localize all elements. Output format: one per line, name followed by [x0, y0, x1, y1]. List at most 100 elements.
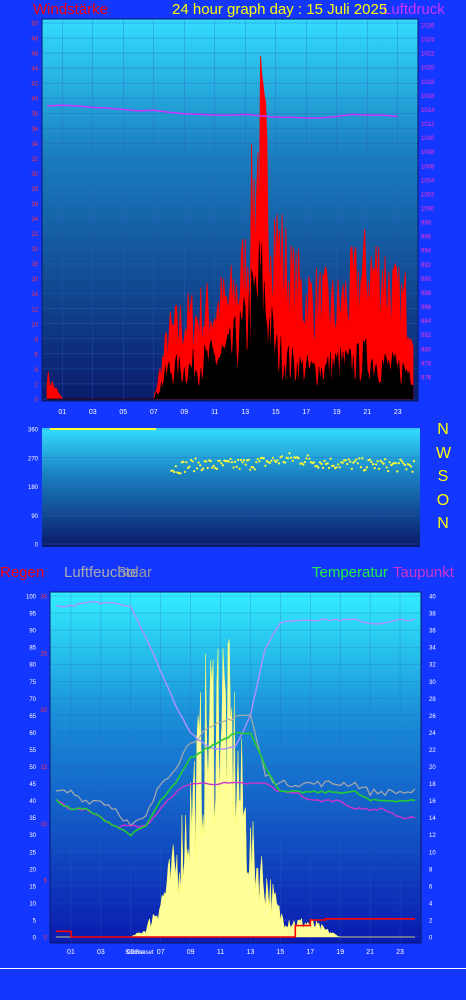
direction-point	[243, 459, 246, 462]
wind-y-tick-label: 50	[31, 22, 38, 28]
wind-y-tick-label: 48	[31, 37, 38, 43]
compass-w: W	[436, 444, 452, 462]
direction-point	[372, 463, 375, 466]
direction-point	[352, 461, 355, 464]
direction-y-tick-label: 90	[31, 514, 38, 520]
rain-y-tick-label: 15	[40, 765, 47, 771]
direction-point	[409, 465, 413, 468]
wind-plot-frame	[41, 18, 419, 402]
direction-point	[291, 459, 294, 462]
wind-y-tick-label: 10	[31, 322, 38, 328]
direction-point	[256, 457, 259, 461]
direction-point	[217, 459, 220, 462]
pressure-series	[46, 104, 398, 119]
direction-y-tick-label: 0	[35, 543, 39, 549]
direction-point	[358, 457, 361, 460]
direction-point	[350, 467, 353, 470]
direction-point	[388, 461, 391, 464]
rain-y-tick-label: 20	[40, 708, 47, 714]
direction-point	[378, 467, 381, 470]
temperature-y-tick-label: 24	[429, 731, 436, 737]
pressure-y-tick-label: 994	[421, 249, 432, 255]
humidity-y-tick-label: 85	[29, 646, 36, 652]
wind-y-tick-label: 34	[31, 142, 38, 148]
temperature-y-tick-label: 32	[429, 663, 436, 669]
humidity-y-tick-label: 35	[29, 816, 36, 822]
humidity-y-tick-label: 55	[29, 748, 36, 754]
wind-average-series	[47, 241, 414, 400]
temperature-y-tick-label: 0	[429, 936, 433, 942]
direction-point	[212, 464, 215, 467]
humidity-y-tick-label: 10	[29, 901, 36, 907]
wind-x-tick-label: 13	[241, 409, 249, 416]
wind-y-tick-label: 22	[31, 232, 38, 238]
direction-point	[403, 463, 406, 466]
wind-y-tick-label: 18	[31, 262, 38, 268]
wind-y-tick-label: 44	[31, 67, 38, 73]
compass-o: O	[436, 491, 450, 509]
direction-point	[262, 457, 265, 460]
direction-point	[408, 463, 411, 466]
pressure-y-tick-label: 1018	[421, 80, 435, 86]
direction-point	[356, 462, 359, 465]
direction-point	[297, 457, 300, 460]
pressure-y-tick-label: 1006	[421, 164, 435, 170]
direction-point	[338, 466, 341, 469]
pressure-y-tick-label: 988	[421, 291, 432, 297]
direction-point	[320, 462, 323, 465]
direction-point	[173, 471, 176, 474]
wind-x-tick-label: 15	[272, 409, 280, 416]
direction-point	[328, 466, 331, 470]
direction-point	[353, 460, 356, 463]
direction-point	[323, 459, 326, 462]
direction-point	[197, 461, 200, 464]
direction-point	[253, 468, 256, 471]
direction-point	[247, 458, 250, 461]
direction-point	[359, 466, 362, 469]
humidity-label: Luftfeuchte	[64, 564, 139, 581]
direction-point	[400, 460, 403, 463]
direction-point	[329, 457, 332, 460]
direction-point	[258, 460, 261, 463]
wind-y-tick-label: 12	[31, 307, 38, 313]
direction-point	[397, 462, 400, 465]
humidity-y-tick-label: 50	[29, 765, 36, 771]
wind-x-tick-label: 21	[363, 409, 371, 416]
wind-x-tick-label: 03	[89, 409, 97, 416]
direction-point	[368, 458, 372, 461]
direction-point	[191, 460, 194, 463]
direction-point	[390, 464, 393, 467]
direction-point	[302, 463, 305, 466]
wind-y-tick-label: 20	[31, 247, 38, 253]
weather-x-tick-label: 11	[217, 949, 224, 956]
pressure-y-tick-label: 1022	[421, 52, 435, 58]
pressure-y-tick-label: 1024	[421, 38, 435, 44]
weather-x-tick-label: 17	[306, 949, 314, 956]
direction-point	[232, 466, 235, 469]
direction-point	[364, 468, 367, 471]
direction-point	[411, 470, 414, 473]
direction-point	[270, 459, 273, 462]
direction-point	[241, 461, 244, 464]
wind-y-tick-label: 24	[31, 217, 38, 223]
weather-x-tick-label: 23	[396, 949, 404, 956]
wind-y-tick-label: 6	[35, 352, 39, 358]
humidity-y-tick-label: 15	[29, 884, 36, 890]
humidity-y-tick-label: 75	[29, 680, 36, 686]
footer-divider	[0, 968, 466, 969]
direction-point	[326, 462, 329, 465]
humidity-y-tick-label: 5	[33, 918, 37, 924]
pressure-y-tick-label: 976	[421, 375, 432, 381]
wind-y-tick-label: 26	[31, 202, 38, 208]
temperature-y-tick-label: 20	[429, 765, 436, 771]
direction-point	[249, 468, 252, 471]
direction-point	[183, 470, 187, 473]
wind-y-tick-label: 4	[35, 367, 39, 373]
direction-y-tick-label: 360	[28, 428, 39, 434]
direction-point	[337, 463, 340, 466]
pressure-y-tick-label: 982	[421, 333, 432, 339]
compass-s: S	[437, 468, 449, 486]
pressure-y-tick-label: 986	[421, 305, 432, 311]
direction-point	[276, 459, 279, 462]
direction-point	[303, 461, 306, 464]
